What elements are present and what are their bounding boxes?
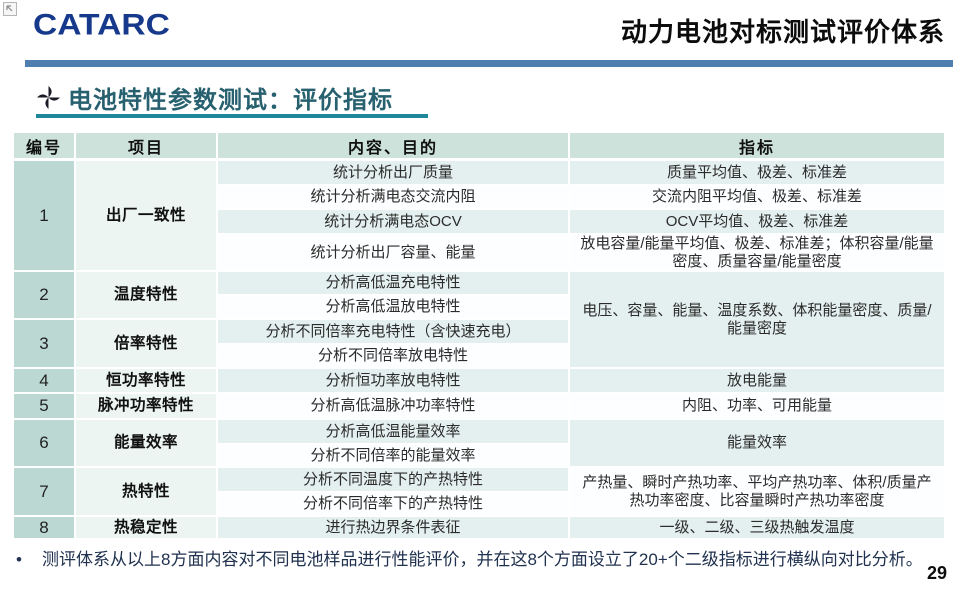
header-divider — [25, 60, 953, 67]
cell-content: 分析不同温度下的产热特性 — [218, 468, 570, 493]
cell-content: 进行热边界条件表征 — [218, 517, 570, 540]
col-header-indicator: 指标 — [570, 133, 946, 161]
col-header-item: 项目 — [76, 133, 218, 161]
cell-item-7: 热特性 — [76, 468, 218, 517]
cell-content: 分析不同倍率充电特性（含快速充电） — [218, 320, 570, 345]
cell-item-5: 脉冲功率特性 — [76, 394, 218, 420]
cell-no-3: 3 — [14, 320, 76, 369]
col-header-content: 内容、目的 — [218, 133, 570, 161]
section-title: 电池特性参数测试：评价指标 — [68, 87, 393, 114]
cell-no-7: 7 — [14, 468, 76, 517]
cell-indicator: OCV平均值、极差、标准差 — [570, 210, 946, 235]
table-row: 统计分析满电态OCV OCV平均值、极差、标准差 — [14, 210, 946, 235]
cell-content: 分析不同倍率放电特性 — [218, 345, 570, 369]
cell-content: 统计分析满电态交流内阻 — [218, 186, 570, 210]
slide-title: 动力电池对标测试评价体系 — [620, 17, 945, 47]
corner-arrow-icon — [5, 4, 12, 11]
table-row: 分析不同倍率放电特性 — [14, 345, 946, 369]
cell-content: 统计分析满电态OCV — [218, 210, 570, 235]
cell-indicator-merged: 能量效率 — [570, 420, 946, 468]
cell-indicator: 交流内阻平均值、极差、标准差 — [570, 186, 946, 210]
footer-text: 测评体系从以上8方面内容对不同电池样品进行性能评价，并在这8个方面设立了20+个… — [42, 550, 923, 569]
table-row: 3 倍率特性 分析不同倍率充电特性（含快速充电） — [14, 320, 946, 369]
cell-content: 分析不同倍率的能量效率 — [218, 445, 570, 468]
cell-indicator: 一级、二级、三级热触发温度 — [570, 517, 946, 540]
cell-item-2: 温度特性 — [76, 272, 218, 320]
cell-content: 分析高低温脉冲功率特性 — [218, 394, 570, 420]
cell-no-4: 4 — [14, 369, 76, 394]
table-row: 统计分析出厂容量、能量 放电容量/能量平均值、极差、标准差；体积容量/能量密度、… — [14, 235, 946, 272]
table-row: 分析不同倍率下的产热特性 — [14, 493, 946, 517]
cell-indicator-merged: 产热量、瞬时产热功率、平均产热功率、体积/质量产热功率密度、比容量瞬时产热功率密… — [570, 468, 946, 517]
cell-item-3: 倍率特性 — [76, 320, 218, 369]
cell-content: 分析高低温放电特性 — [218, 296, 570, 320]
table-header-row: 编号 项目 内容、目的 指标 — [14, 133, 946, 161]
cell-no-1: 1 — [14, 161, 76, 272]
page-number: 29 — [926, 563, 947, 583]
catarc-logo: CATARC — [33, 8, 170, 42]
cell-content: 统计分析出厂容量、能量 — [218, 235, 570, 272]
cell-indicator: 放电容量/能量平均值、极差、标准差；体积容量/能量密度、质量容量/能量密度 — [570, 235, 946, 272]
cell-indicator: 质量平均值、极差、标准差 — [570, 161, 946, 186]
cell-item-6: 能量效率 — [76, 420, 218, 468]
col-header-no: 编号 — [14, 133, 76, 161]
table-row: 8 热稳定性 进行热边界条件表征 一级、二级、三级热触发温度 — [14, 517, 946, 540]
cell-content: 分析不同倍率下的产热特性 — [218, 493, 570, 517]
cell-content: 统计分析出厂质量 — [218, 161, 570, 186]
table-row: 分析高低温放电特性 — [14, 296, 946, 320]
cell-indicator-merged: 电压、容量、能量、温度系数、体积能量密度、质量/能量密度 — [570, 272, 946, 369]
cell-no-5: 5 — [14, 394, 76, 420]
table-row: 统计分析满电态交流内阻 交流内阻平均值、极差、标准差 — [14, 186, 946, 210]
cell-item-8: 热稳定性 — [76, 517, 218, 540]
table-row: 7 热特性 分析不同温度下的产热特性 产热量、瞬时产热功率、平均产热功率、体积/… — [14, 468, 946, 517]
pinwheel-icon — [37, 86, 60, 109]
table-row: 2 温度特性 分析高低温充电特性 电压、容量、能量、温度系数、体积能量密度、质量… — [14, 272, 946, 369]
footer-note: • 测评体系从以上8方面内容对不同电池样品进行性能评价，并在这8个方面设立了20… — [14, 548, 924, 572]
evaluation-table: 编号 项目 内容、目的 指标 1 出厂一致性 统计分析出厂质量 质量平均值、极差… — [14, 133, 946, 540]
cell-content: 分析高低温充电特性 — [218, 272, 570, 296]
cell-no-8: 8 — [14, 517, 76, 540]
table-row: 5 脉冲功率特性 分析高低温脉冲功率特性 内阻、功率、可用能量 — [14, 394, 946, 420]
cell-item-4: 恒功率特性 — [76, 369, 218, 394]
bullet-marker: • — [16, 550, 22, 569]
table-row: 分析不同倍率的能量效率 — [14, 445, 946, 468]
section-underline — [36, 114, 428, 118]
table-row: 6 能量效率 分析高低温能量效率 能量效率 — [14, 420, 946, 468]
cell-indicator: 放电能量 — [570, 369, 946, 394]
table-row: 1 出厂一致性 统计分析出厂质量 质量平均值、极差、标准差 — [14, 161, 946, 272]
cell-no-6: 6 — [14, 420, 76, 468]
cell-content: 分析恒功率放电特性 — [218, 369, 570, 394]
cell-no-2: 2 — [14, 272, 76, 320]
collapse-icon[interactable] — [3, 2, 17, 16]
table-row: 4 恒功率特性 分析恒功率放电特性 放电能量 — [14, 369, 946, 394]
cell-indicator: 内阻、功率、可用能量 — [570, 394, 946, 420]
cell-item-1: 出厂一致性 — [76, 161, 218, 272]
cell-content: 分析高低温能量效率 — [218, 420, 570, 445]
